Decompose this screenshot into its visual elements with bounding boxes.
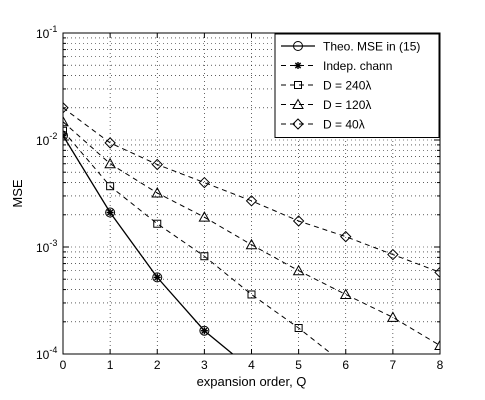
x-axis-label: expansion order, Q	[197, 374, 307, 389]
y-tick-label: 10-4	[36, 345, 57, 362]
x-tick-label: 4	[248, 358, 255, 372]
data-point	[63, 115, 69, 127]
x-tick-label: 1	[107, 358, 114, 372]
x-tick-label: 0	[60, 358, 67, 372]
legend-marker	[294, 62, 302, 69]
data-point	[63, 130, 68, 141]
data-point	[200, 252, 209, 261]
legend-box	[274, 33, 440, 138]
data-point	[434, 339, 440, 351]
legend-entry-4: D = 40λ	[281, 118, 365, 132]
data-point	[200, 327, 208, 335]
legend-entry-1: Indep. chann	[281, 59, 392, 73]
data-point	[63, 102, 69, 114]
data-point	[198, 176, 211, 189]
legend-marker	[293, 41, 303, 51]
y-tick-label: 10-2	[36, 131, 57, 148]
series-line	[63, 121, 440, 346]
data-point	[153, 273, 161, 281]
legend-entry-0: Theo. MSE in (15)	[281, 40, 420, 54]
y-tick-label: 10-3	[36, 238, 57, 255]
data-point	[340, 230, 352, 243]
legend-label: D = 40λ	[323, 118, 365, 132]
data-point	[63, 126, 67, 135]
legend-label: Theo. MSE in (15)	[323, 40, 420, 54]
legend-entry-2: D = 240λ	[281, 79, 371, 93]
x-tick-label: 6	[342, 358, 349, 372]
legend-label: D = 120λ	[323, 98, 371, 112]
data-point	[387, 311, 399, 322]
data-point	[151, 158, 163, 171]
data-point	[434, 266, 440, 279]
axes: 0 1 2 3 4 5 6 7 8 10-1 10-2 10-3 10-4 expansion order…	[10, 24, 444, 389]
data-point	[153, 219, 162, 228]
series-line	[63, 107, 440, 273]
series-4	[63, 102, 440, 279]
data-point	[292, 264, 305, 276]
y-axis-label: MSE	[10, 179, 25, 208]
data-point	[106, 182, 115, 191]
data-point	[151, 186, 164, 198]
data-point	[387, 248, 399, 261]
x-tick-label: 2	[154, 358, 161, 372]
data-point	[198, 211, 211, 222]
data-point	[245, 195, 258, 207]
data-point	[199, 325, 210, 336]
data-point	[292, 215, 305, 227]
data-point	[245, 238, 258, 250]
series-3	[63, 115, 440, 351]
legend-label: D = 240λ	[323, 79, 371, 93]
plot-series	[63, 102, 440, 354]
data-point	[104, 137, 116, 149]
legend-label: Indep. chann	[323, 59, 392, 73]
data-point	[294, 323, 303, 332]
data-point	[247, 290, 256, 299]
x-tick-label: 7	[390, 358, 397, 372]
data-point	[105, 207, 116, 218]
x-tick-label: 3	[201, 358, 208, 372]
y-tick-label: 10-1	[36, 24, 57, 41]
x-tick-label: 8	[437, 358, 444, 372]
legend-marker	[292, 98, 304, 109]
legend-entry-3: D = 120λ	[281, 98, 371, 112]
series-2	[63, 126, 332, 354]
x-tick-label: 5	[295, 358, 302, 372]
legend-marker	[294, 81, 302, 89]
data-point	[339, 288, 352, 299]
data-point	[106, 209, 114, 217]
series-line	[63, 130, 332, 354]
legend: Theo. MSE in (15) Indep. chann D = 240λ D =…	[274, 33, 440, 138]
data-point	[152, 272, 163, 283]
data-point	[104, 157, 116, 169]
legend-marker	[292, 118, 304, 130]
